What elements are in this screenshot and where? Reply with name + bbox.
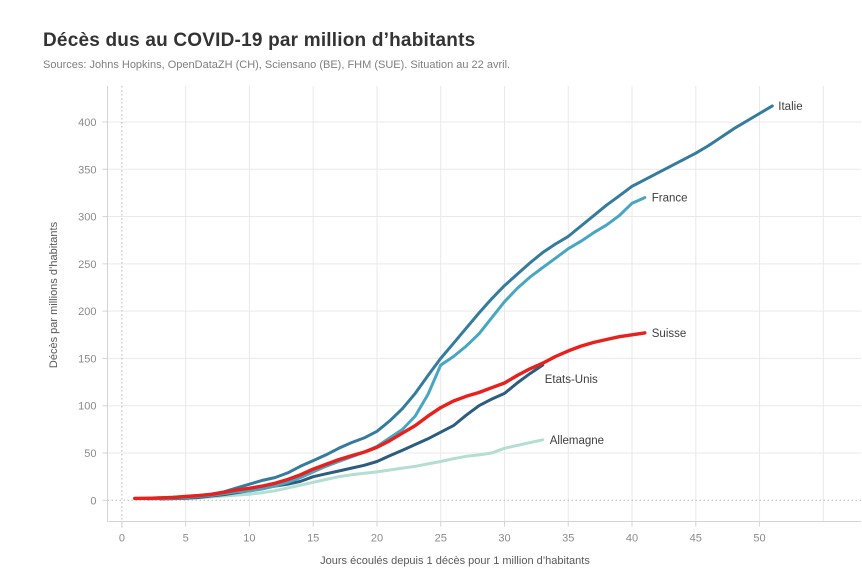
x-tick-label-15: 15 (307, 533, 319, 545)
y-tick-label-300: 300 (78, 212, 96, 224)
y-tick-label-50: 50 (84, 448, 96, 460)
series-label-etats-unis: Etats-Unis (545, 374, 598, 386)
series-line-suisse[interactable] (132, 331, 647, 501)
x-tick-label-40: 40 (626, 533, 638, 545)
page-title: Décès dus au COVID-19 par million d’habi… (43, 30, 476, 51)
y-axis-title: Décès par millions d’habitants (48, 221, 60, 368)
x-tick-label-0: 0 (119, 533, 125, 545)
y-tick-label-150: 150 (78, 353, 96, 365)
x-axis-title: Jours écoulés depuis 1 décès pour 1 mill… (320, 555, 590, 567)
series-line-etats-unis[interactable] (158, 363, 545, 501)
chart-header: Décès dus au COVID-19 par million d’habi… (43, 30, 510, 72)
series-label-italie: Italie (778, 101, 802, 113)
x-tick-label-45: 45 (690, 533, 702, 545)
series-label-suisse: Suisse (652, 328, 687, 340)
series-label-france: France (652, 193, 688, 205)
x-tick-label-30: 30 (498, 533, 510, 545)
series-label-allemagne: Allemagne (550, 435, 604, 447)
y-tick-label-200: 200 (78, 306, 96, 318)
page-subtitle: Sources: Johns Hopkins, OpenDataZH (CH),… (43, 58, 511, 71)
y-tick-label-100: 100 (78, 401, 96, 413)
y-tick-label-400: 400 (78, 117, 96, 129)
series-line-italie[interactable] (133, 104, 774, 500)
x-tick-label-20: 20 (371, 533, 383, 545)
x-tick-label-10: 10 (243, 533, 255, 545)
x-tick-label-35: 35 (562, 533, 574, 545)
y-tick-label-350: 350 (78, 164, 96, 176)
x-tick-label-25: 25 (435, 533, 447, 545)
y-tick-label-250: 250 (78, 259, 96, 271)
x-tick-label-50: 50 (753, 533, 765, 545)
y-tick-label-0: 0 (90, 495, 96, 507)
x-tick-label-5: 5 (183, 533, 189, 545)
